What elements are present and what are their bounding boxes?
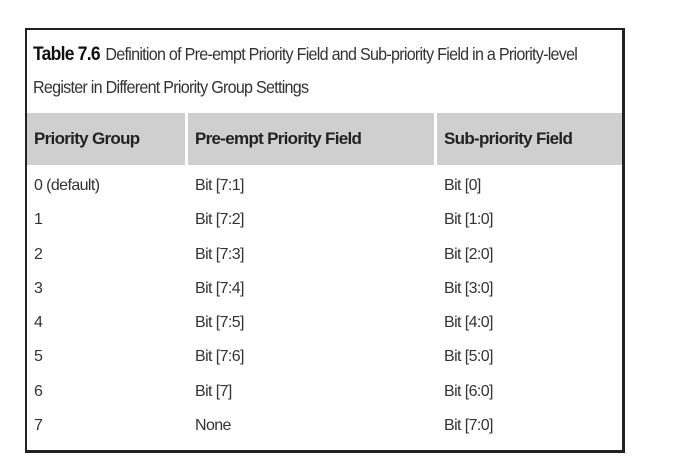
subpriority-field-cell: Bit [4:0] [444,314,493,332]
preempt-field-cell: None [195,417,231,435]
table-row: 6 Bit [7] Bit [6:0] [27,383,622,417]
priority-group-cell: 6 [34,382,43,400]
priority-group-cell: 1 [34,211,43,229]
priority-group-cell: 3 [34,279,43,297]
priority-group-cell: 4 [34,314,43,332]
table-title: Definition of Pre-empt Priority Field an… [33,44,578,97]
header-subpriority-field: Sub-priority Field [437,113,622,165]
preempt-field-cell: Bit [7:5] [195,314,244,332]
table-container: Table 7.6 Definition of Pre-empt Priority… [25,28,625,453]
table-row: 5 Bit [7:6] Bit [5:0] [27,348,622,382]
preempt-field-cell: Bit [7:3] [195,245,244,263]
table-row: 3 Bit [7:4] Bit [3:0] [27,280,622,314]
table-row: 1 Bit [7:2] Bit [1:0] [27,211,622,245]
priority-group-cell: 0 (default) [34,177,100,194]
table-number: Table 7.6 [33,44,101,65]
preempt-field-cell: Bit [7:2] [195,211,244,229]
priority-group-cell: 7 [34,417,43,435]
subpriority-field-cell: Bit [3:0] [444,279,493,297]
subpriority-field-cell: Bit [1:0] [444,211,493,229]
preempt-field-cell: Bit [7:6] [195,348,244,366]
subpriority-field-cell: Bit [2:0] [444,245,493,263]
table-row: 7 None Bit [7:0] [27,417,622,451]
table-row: 2 Bit [7:3] Bit [2:0] [27,246,622,280]
subpriority-field-cell: Bit [6:0] [444,382,493,400]
table-body: 0 (default) Bit [7:1] Bit [0] 1 Bit [7:2] Bit… [27,177,622,451]
preempt-field-cell: Bit [7:1] [195,177,244,194]
preempt-field-cell: Bit [7:4] [195,279,244,297]
subpriority-field-cell: Bit [5:0] [444,348,493,366]
header-preempt-field: Pre-empt Priority Field [188,113,434,165]
subpriority-field-cell: Bit [7:0] [444,417,493,435]
table-header: Priority Group Pre-empt Priority Field S… [27,113,622,165]
preempt-field-cell: Bit [7] [195,382,232,400]
header-priority-group: Priority Group [27,113,185,165]
priority-group-cell: 5 [34,348,43,366]
priority-group-cell: 2 [34,245,43,263]
table-row: 0 (default) Bit [7:1] Bit [0] [27,177,622,211]
table-caption: Table 7.6 Definition of Pre-empt Priority… [33,38,624,103]
subpriority-field-cell: Bit [0] [444,177,481,194]
table-row: 4 Bit [7:5] Bit [4:0] [27,314,622,348]
